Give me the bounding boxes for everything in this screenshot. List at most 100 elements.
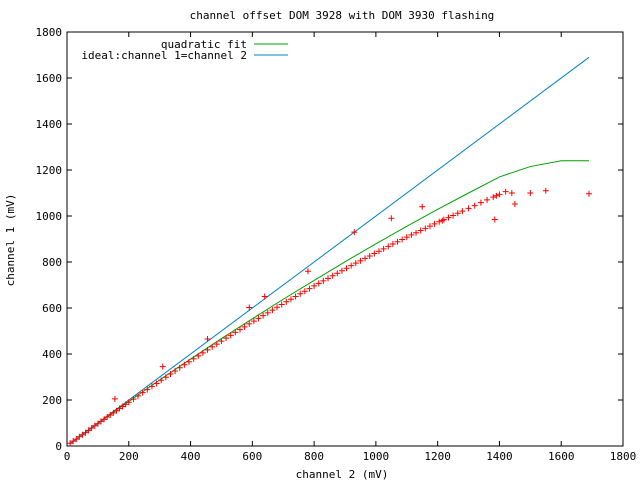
data-point bbox=[195, 352, 202, 359]
data-point bbox=[380, 245, 387, 252]
x-tick-label: 800 bbox=[304, 450, 324, 463]
data-point bbox=[255, 315, 262, 322]
data-point bbox=[199, 349, 206, 356]
data-point bbox=[301, 288, 308, 295]
data-point bbox=[70, 438, 77, 445]
axis-ticks: 0 200 400 600 800 1000 1200 1400 1600 1800 0 200 400… bbox=[36, 26, 637, 463]
data-point bbox=[91, 422, 98, 429]
data-point bbox=[236, 326, 243, 333]
data-point bbox=[366, 253, 373, 260]
chart-title: channel offset DOM 3928 with DOM 3930 fl… bbox=[190, 9, 495, 22]
data-point bbox=[351, 229, 358, 236]
data-point bbox=[304, 268, 311, 275]
data-point bbox=[484, 196, 491, 203]
data-point bbox=[586, 190, 593, 197]
data-point bbox=[204, 336, 211, 343]
data-point bbox=[283, 298, 290, 305]
series-line bbox=[69, 56, 590, 445]
data-point bbox=[241, 323, 248, 330]
data-point bbox=[491, 216, 498, 223]
data-point bbox=[204, 346, 211, 353]
data-point bbox=[311, 282, 318, 289]
data-point bbox=[125, 399, 132, 406]
data-point bbox=[450, 212, 457, 219]
data-point bbox=[218, 338, 225, 345]
data-point bbox=[246, 320, 253, 327]
data-point bbox=[389, 241, 396, 248]
data-point bbox=[162, 374, 169, 381]
data-point bbox=[94, 420, 101, 427]
data-point bbox=[101, 416, 108, 423]
data-point bbox=[172, 368, 179, 375]
data-point bbox=[388, 215, 395, 222]
x-tick-label: 1200 bbox=[424, 450, 451, 463]
data-point bbox=[227, 332, 234, 339]
y-tick-label: 1600 bbox=[36, 72, 63, 85]
y-tick-label: 1000 bbox=[36, 210, 63, 223]
data-point bbox=[511, 201, 518, 208]
data-point bbox=[213, 341, 220, 348]
data-point bbox=[287, 296, 294, 303]
data-point bbox=[181, 361, 188, 368]
data-point bbox=[246, 304, 253, 311]
data-point bbox=[158, 377, 165, 384]
y-tick-label: 1400 bbox=[36, 118, 63, 131]
data-point bbox=[223, 335, 230, 342]
data-point bbox=[119, 403, 126, 410]
x-tick-label: 1400 bbox=[486, 450, 513, 463]
data-point bbox=[422, 225, 429, 232]
data-point bbox=[297, 290, 304, 297]
data-point bbox=[104, 414, 111, 421]
data-point bbox=[135, 392, 142, 399]
y-tick-label: 1200 bbox=[36, 164, 63, 177]
series-layer bbox=[67, 56, 593, 447]
data-point bbox=[153, 380, 160, 387]
series-line bbox=[69, 160, 590, 445]
plot-frame bbox=[66, 31, 624, 447]
data-point bbox=[73, 436, 80, 443]
data-point bbox=[315, 280, 322, 287]
y-tick-label: 400 bbox=[42, 348, 62, 361]
data-point bbox=[348, 262, 355, 269]
data-point bbox=[111, 395, 118, 402]
data-point bbox=[67, 440, 74, 447]
data-point bbox=[419, 203, 426, 210]
data-point bbox=[431, 220, 438, 227]
data-point bbox=[426, 223, 433, 230]
data-point bbox=[260, 312, 267, 319]
data-point bbox=[159, 363, 166, 370]
data-point bbox=[325, 275, 332, 282]
data-point bbox=[232, 329, 239, 336]
y-tick-label: 200 bbox=[42, 394, 62, 407]
data-point bbox=[122, 401, 129, 408]
data-point bbox=[362, 255, 369, 262]
data-point bbox=[352, 260, 359, 267]
data-point bbox=[493, 192, 500, 199]
y-tick-label: 600 bbox=[42, 302, 62, 315]
legend-label: quadratic fit bbox=[161, 38, 247, 51]
data-point bbox=[130, 396, 137, 403]
data-point bbox=[496, 191, 503, 198]
data-point bbox=[176, 364, 183, 371]
data-point bbox=[167, 371, 174, 378]
y-tick-label: 800 bbox=[42, 256, 62, 269]
data-point bbox=[334, 270, 341, 277]
data-point bbox=[408, 231, 415, 238]
data-point bbox=[292, 293, 299, 300]
data-point bbox=[76, 433, 83, 440]
data-point bbox=[471, 202, 478, 209]
data-point bbox=[79, 431, 86, 438]
data-point bbox=[186, 358, 193, 365]
data-point bbox=[371, 250, 378, 257]
data-point bbox=[413, 229, 420, 236]
x-tick-label: 1600 bbox=[548, 450, 575, 463]
x-tick-label: 1800 bbox=[610, 450, 637, 463]
data-point bbox=[264, 309, 271, 316]
data-point bbox=[82, 429, 89, 436]
data-point bbox=[490, 194, 497, 201]
data-point bbox=[417, 227, 424, 234]
y-axis-label: channel 1 (mV) bbox=[4, 194, 17, 287]
data-point bbox=[439, 217, 446, 224]
data-point bbox=[85, 427, 92, 434]
